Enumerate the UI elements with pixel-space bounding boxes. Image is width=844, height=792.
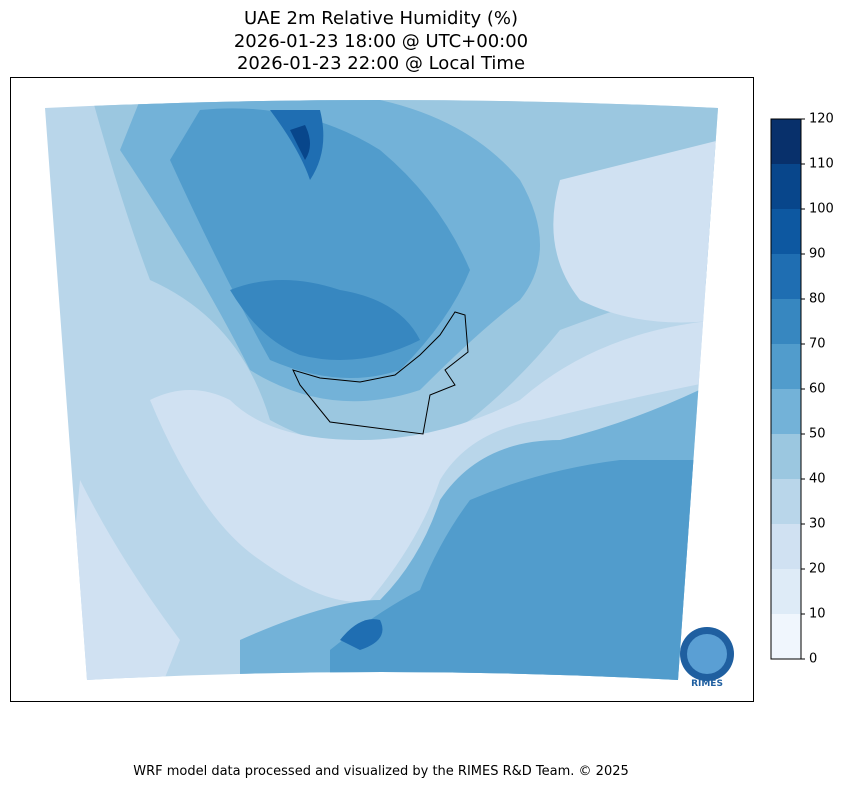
uae-border (292, 311, 469, 435)
tick-label: 120 (809, 112, 834, 127)
title-line: UAE 2m Relative Humidity (%) (244, 8, 518, 29)
colorbar-bin (771, 164, 801, 209)
colorbar-bin (771, 119, 801, 164)
logo-text: RIMES (691, 679, 723, 689)
tick-label: 110 (809, 157, 834, 172)
colorbar-bin (771, 254, 801, 299)
title-line: 2026-01-23 22:00 @ Local Time (237, 53, 525, 74)
tick-label: 90 (809, 247, 826, 262)
colorbar-bin (771, 299, 801, 344)
colorbar-bin (771, 209, 801, 254)
tick-label: 40 (809, 472, 826, 487)
footer: WRF model data processed and visualized … (133, 764, 629, 779)
tick-label: 50 (809, 427, 826, 442)
tick-label: 30 (809, 517, 826, 532)
tick-label: 10 (809, 607, 826, 622)
tick-label: 60 (809, 382, 826, 397)
colorbar-bin (771, 344, 801, 389)
colorbar-bin (771, 524, 801, 569)
humidity-field (45, 100, 718, 680)
logo: RIMES (680, 627, 734, 689)
tick-label: 80 (809, 292, 826, 307)
tick-label: 70 (809, 337, 826, 352)
title-line: 2026-01-23 18:00 @ UTC+00:00 (234, 31, 528, 52)
colorbar-bin (771, 569, 801, 614)
tick-label: 20 (809, 562, 826, 577)
colorbar-bin (771, 389, 801, 434)
colorbar-bin (771, 479, 801, 524)
tick-label: 100 (809, 202, 834, 217)
colorbar: 0 10 20 30 40 50 60 70 80 90 100 110 120 (770, 112, 834, 667)
colorbar-bin (771, 614, 801, 659)
tick-label: 0 (809, 652, 817, 667)
colorbar-bin (771, 434, 801, 479)
